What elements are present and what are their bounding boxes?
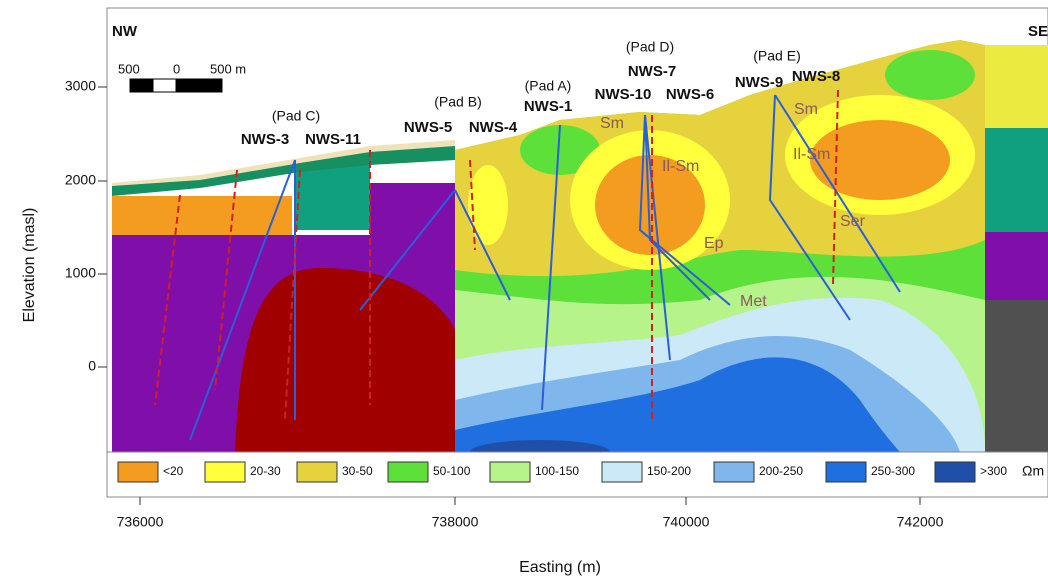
x-tick-label: 742000 [897,514,944,530]
legend-label: 20-30 [250,464,281,478]
x-tick-label: 736000 [117,514,164,530]
zone-label: Ser [840,213,866,230]
x-axis-label: Easting (m) [519,559,601,576]
compass: SE [1028,23,1048,40]
zone-50-100 [885,50,975,100]
legend-label: 50-100 [433,464,471,478]
well-label: NWS-1 [524,98,572,115]
zone-label: Il-Sm [793,146,830,163]
zone-20-30 [468,165,508,245]
y-axis-label: Elevation (masl) [21,208,38,323]
unit-yellow [985,45,1048,128]
legend-label: >300 [980,464,1007,478]
zone-lt-20 [810,120,950,200]
unit-orange [112,196,292,235]
x-tick-label: 740000 [663,514,710,530]
unit-purple [985,232,1048,300]
legend-label: 150-200 [647,464,691,478]
zone-label: Met [740,293,767,310]
unit-intrusion [235,268,455,452]
well-label: NWS-10 [595,86,652,103]
well-label: NWS-4 [469,119,518,136]
scale-label: 0 [173,61,180,76]
well-label: NWS-8 [792,68,840,85]
pad-label: (Pad A) [525,78,572,94]
zone-label: Sm [600,115,624,132]
well-label: NWS-7 [628,63,676,80]
y-tick-label: 3000 [65,78,96,94]
legend-label: 100-150 [535,464,579,478]
y-tick-label: 0 [88,358,96,374]
pad-label: (Pad C) [272,108,320,124]
well-label: NWS-9 [735,74,783,91]
scale-bar [130,79,222,92]
pad-label: (Pad D) [626,39,674,55]
legend-label: 30-50 [342,464,373,478]
legend-label: <20 [163,464,184,478]
pad-label: (Pad E) [753,48,800,64]
well-label: NWS-5 [404,119,452,136]
pad-label: (Pad B) [434,94,481,110]
y-tick-label: 1000 [65,265,96,281]
y-tick-label: 2000 [65,172,96,188]
unit-teal [985,128,1048,232]
zone-label: Ep [704,235,724,252]
figure: <20 20-30 30-50 50-100 100-150 150-200 2… [0,0,1048,579]
zone-label: Sm [794,101,818,118]
x-tick-label: 738000 [432,514,479,530]
compass: NW [112,23,138,40]
unit-gray [985,300,1048,452]
scale-label: 500 [118,61,140,76]
scale-label: 500 m [210,61,246,76]
zone-label: Il-Sm [662,158,699,175]
legend-label: 200-250 [759,464,803,478]
well-label: NWS-6 [666,86,714,103]
well-label: NWS-3 [241,131,289,148]
legend-unit: Ωm [1022,463,1044,479]
well-label: NWS-11 [305,131,361,148]
legend-label: 250-300 [871,464,915,478]
